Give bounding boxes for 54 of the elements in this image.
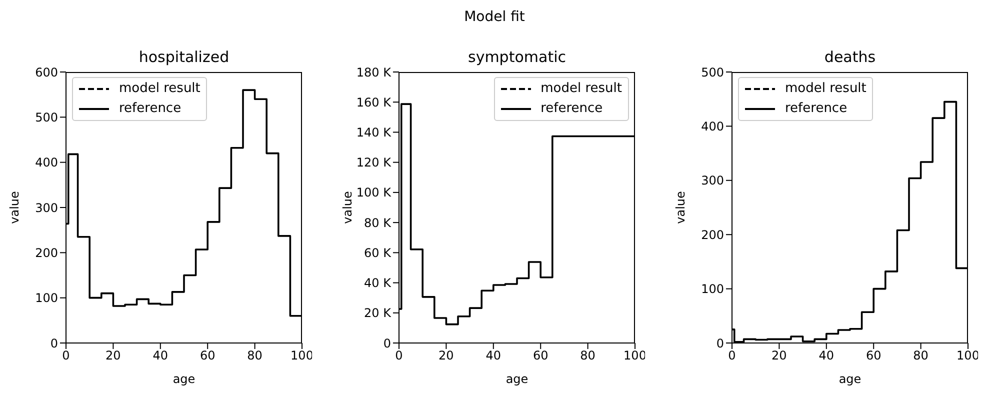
x-tick-label: 40 bbox=[152, 348, 168, 363]
y-tick-label: 180 K bbox=[356, 65, 392, 80]
y-tick-label: 120 K bbox=[356, 156, 392, 170]
x-tick-label: 0 bbox=[395, 348, 403, 363]
legend-label: reference bbox=[540, 100, 603, 118]
y-tick-label: 200 bbox=[35, 246, 58, 260]
chart-title: deaths bbox=[823, 48, 877, 66]
y-tick-label: 60 K bbox=[364, 246, 392, 260]
x-axis-title: age bbox=[172, 372, 196, 386]
y-tick-label: 100 K bbox=[356, 186, 392, 200]
y-tick-label: 160 K bbox=[356, 95, 392, 110]
y-tick-label: 140 K bbox=[356, 125, 392, 140]
legend-label: reference bbox=[119, 100, 182, 118]
y-tick-label: 80 K bbox=[364, 216, 392, 230]
x-tick-label: 80 bbox=[247, 348, 262, 363]
y-tick-label: 0 bbox=[383, 336, 391, 350]
y-tick-label: 500 bbox=[701, 65, 724, 80]
legend-label: model result bbox=[540, 80, 622, 98]
y-axis-title: value bbox=[7, 191, 22, 224]
y-tick-label: 40 K bbox=[364, 276, 392, 290]
x-tick-label: 80 bbox=[913, 348, 928, 363]
x-axis-title: age bbox=[838, 372, 862, 386]
text: Model fit bbox=[463, 9, 526, 25]
x-tick-label: 20 bbox=[772, 348, 787, 363]
x-tick-label: 0 bbox=[728, 348, 736, 363]
x-tick-label: 40 bbox=[486, 348, 502, 363]
x-axis-title: age bbox=[506, 372, 528, 386]
y-tick-label: 0 bbox=[716, 336, 724, 350]
chart-title: hospitalized bbox=[138, 48, 230, 66]
y-tick-label: 300 bbox=[701, 174, 724, 188]
legend-label: model result bbox=[785, 80, 866, 98]
y-tick-label: 400 bbox=[35, 156, 58, 170]
y-tick-label: 20 K bbox=[364, 306, 392, 320]
legend-label: model result bbox=[119, 80, 200, 98]
chart-title: symptomatic bbox=[467, 48, 567, 66]
x-tick-label: 60 bbox=[200, 348, 216, 363]
legend-label: reference bbox=[785, 100, 848, 118]
y-tick-label: 400 bbox=[701, 119, 724, 134]
x-tick-label: 40 bbox=[818, 348, 834, 363]
y-tick-label: 100 bbox=[35, 291, 58, 306]
y-tick-label: 200 bbox=[701, 228, 724, 242]
x-tick-label: 80 bbox=[580, 348, 596, 363]
y-axis-title: value bbox=[340, 191, 354, 224]
y-tick-label: 600 bbox=[35, 65, 58, 80]
y-axis-title: value bbox=[673, 191, 688, 224]
x-tick-label: 20 bbox=[106, 348, 121, 363]
x-tick-label: 60 bbox=[532, 348, 548, 363]
y-tick-label: 0 bbox=[50, 336, 58, 350]
y-tick-label: 100 bbox=[701, 282, 724, 296]
y-tick-label: 500 bbox=[35, 110, 58, 124]
x-tick-label: 60 bbox=[866, 348, 882, 363]
x-tick-label: 0 bbox=[62, 348, 70, 363]
y-tick-label: 300 bbox=[35, 200, 58, 215]
x-tick-label: 20 bbox=[438, 348, 454, 363]
